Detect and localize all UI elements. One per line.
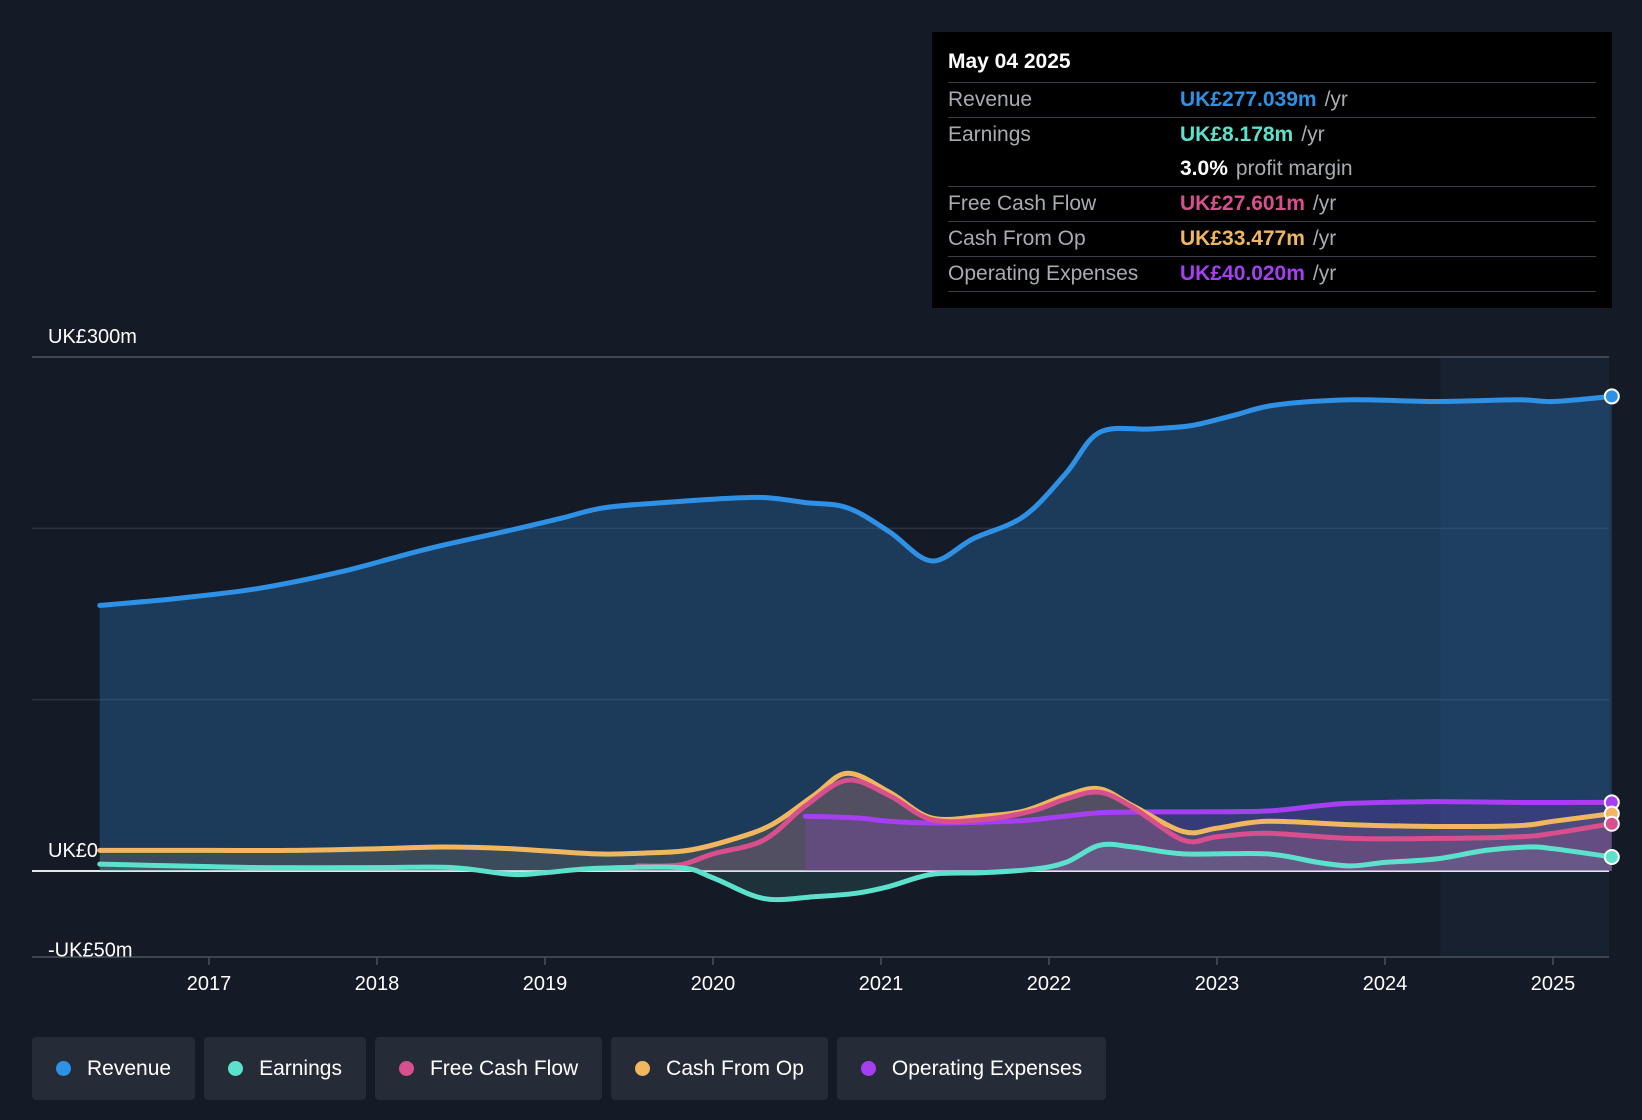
x-tick-label: 2021 (859, 973, 904, 995)
legend-item-cash-from-op[interactable]: Cash From Op (611, 1037, 828, 1100)
legend-dot-icon (860, 1061, 876, 1076)
area-revenue (99, 396, 1612, 871)
tooltip-value: UK£27.601m (1180, 192, 1305, 215)
tooltip-value: UK£33.477m (1180, 227, 1305, 250)
legend-label: Free Cash Flow (429, 1056, 579, 1080)
legend-item-operating-expenses[interactable]: Operating Expenses (836, 1037, 1107, 1100)
legend-label: Cash From Op (666, 1056, 804, 1080)
legend-label: Operating Expenses (891, 1056, 1083, 1080)
y-axis-label: UK£0 (48, 840, 98, 862)
tooltip-row-free-cash-flow: Free Cash Flow UK£27.601m /yr (948, 186, 1596, 221)
line-cash-from-op (97, 770, 1615, 857)
line-earnings (97, 841, 1615, 903)
x-tick-label: 2022 (1027, 973, 1072, 995)
tooltip-value: UK£277.039m (1180, 88, 1317, 111)
tooltip-unit: /yr (1301, 123, 1325, 146)
x-tick-label: 2025 (1531, 973, 1576, 995)
endpoint-revenue (1603, 388, 1620, 405)
line-revenue (97, 393, 1615, 608)
legend: Revenue Earnings Free Cash Flow Cash Fro… (32, 1037, 1107, 1100)
tooltip-unit: /yr (1312, 262, 1337, 285)
x-tick-label: 2018 (355, 973, 400, 995)
area-free-cash-flow (637, 780, 1612, 871)
tooltip-label: Revenue (948, 88, 1033, 111)
tooltip-unit: profit margin (1235, 157, 1353, 180)
tooltip-row-cash-from-op: Cash From Op UK£33.477m /yr (948, 221, 1596, 256)
area-cash-from-op (99, 773, 1612, 871)
tooltip-unit: /yr (1312, 227, 1337, 250)
legend-label: Earnings (259, 1056, 342, 1080)
tooltip-value: UK£8.178m (1180, 123, 1294, 146)
tooltip-row-earnings: Earnings UK£8.178m /yr (948, 117, 1596, 152)
tooltip-value: UK£40.020m (1180, 262, 1305, 285)
y-axis-label: UK£300m (48, 326, 137, 348)
tooltip-row-profit-margin: 3.0% profit margin (948, 152, 1596, 186)
grid-lines (32, 356, 1609, 958)
line-free-cash-flow (634, 777, 1615, 869)
tooltip-row-revenue: Revenue UK£277.039m /yr (948, 82, 1596, 117)
area-earnings (99, 844, 1612, 900)
forecast-shade (1440, 357, 1609, 957)
legend-label: Revenue (87, 1056, 172, 1080)
tooltip-date: May 04 2025 (948, 50, 1071, 73)
tooltip-value: 3.0% (1180, 157, 1228, 180)
legend-dot-icon (228, 1061, 244, 1076)
tooltip-row-operating-expenses: Operating Expenses UK£40.020m /yr (948, 256, 1596, 292)
legend-dot-icon (56, 1061, 71, 1076)
endpoint-earnings (1603, 848, 1620, 865)
y-axis-label: -UK£50m (48, 940, 132, 962)
tooltip-label: Earnings (948, 123, 1031, 146)
tooltip-label: Operating Expenses (948, 262, 1139, 285)
x-tick-label: 2019 (523, 973, 568, 995)
series-areas (99, 396, 1612, 900)
series-endpoints (1603, 388, 1620, 865)
x-tick-label: 2017 (187, 973, 232, 995)
legend-item-revenue[interactable]: Revenue (32, 1037, 196, 1100)
y-axis-labels: UK£300m UK£0 -UK£50m (48, 326, 137, 962)
x-tick-label: 2020 (691, 973, 736, 995)
legend-dot-icon (398, 1061, 414, 1076)
x-axis-ticks: 2017 2018 2019 2020 2021 2022 2023 2024 2025 (187, 957, 1576, 995)
legend-item-free-cash-flow[interactable]: Free Cash Flow (374, 1037, 603, 1100)
tooltip-label: Free Cash Flow (948, 192, 1097, 215)
tooltip-unit: /yr (1312, 192, 1337, 215)
endpoint-free-cash-flow (1603, 815, 1620, 832)
x-tick-label: 2024 (1363, 973, 1408, 995)
series-lines (97, 393, 1615, 903)
tooltip-unit: /yr (1324, 88, 1348, 111)
legend-item-earnings[interactable]: Earnings (204, 1037, 366, 1100)
tooltip-panel: May 04 2025 Revenue UK£277.039m /yr Earn… (932, 32, 1612, 308)
tooltip-label: Cash From Op (948, 227, 1086, 250)
x-tick-label: 2023 (1195, 973, 1240, 995)
legend-dot-icon (635, 1061, 651, 1076)
